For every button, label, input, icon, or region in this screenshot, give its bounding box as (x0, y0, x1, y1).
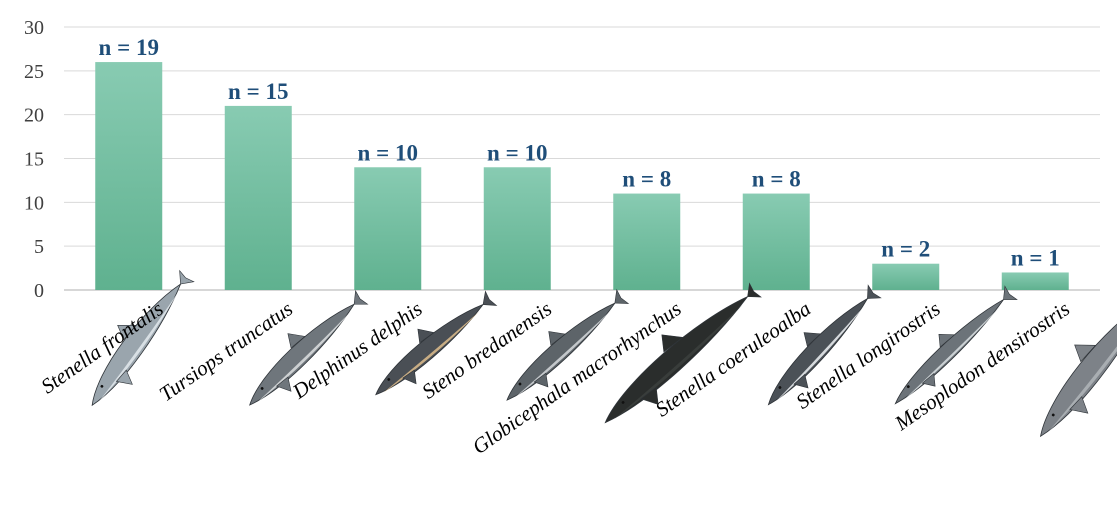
bar-data-label: n = 2 (881, 237, 930, 262)
bar (95, 62, 163, 290)
y-tick-label: 15 (24, 149, 44, 171)
bars (95, 62, 1069, 291)
bottlenose-dolphin-icon (249, 289, 369, 406)
bar-data-label: n = 8 (752, 167, 801, 192)
bar-data-label: n = 1 (1011, 245, 1060, 270)
bar-data-label: n = 19 (99, 35, 159, 60)
atlantic-spotted-dolphin-icon (91, 269, 195, 407)
striped-dolphin-icon (767, 284, 882, 406)
beaked-whale-icon (1039, 297, 1117, 438)
y-axis: 0 5 10 15 20 25 30 (24, 17, 44, 302)
pilot-whale-icon (604, 282, 762, 424)
bar (354, 167, 422, 290)
bar-data-label: n = 15 (228, 79, 288, 104)
bar (872, 263, 940, 290)
bar (483, 167, 551, 290)
bar-data-label: n = 10 (487, 140, 547, 165)
rough-toothed-dolphin-icon (506, 288, 630, 401)
bar (224, 105, 292, 291)
y-tick-label: 30 (24, 17, 44, 39)
y-tick-label: 20 (24, 105, 44, 127)
bar-data-label: n = 8 (622, 167, 671, 192)
bar (613, 193, 681, 290)
species-illustrations (91, 269, 1117, 438)
x-tick-label: Tursiops truncatus (155, 296, 297, 406)
data-labels: n = 19 n = 15 n = 10 n = 10 n = 8 n = 8 n = 2 n… (99, 35, 1060, 270)
common-dolphin-icon (375, 290, 498, 396)
bar (742, 193, 810, 290)
spinner-dolphin-icon (894, 285, 1018, 405)
y-tick-label: 25 (24, 61, 44, 83)
y-tick-label: 10 (24, 192, 44, 214)
bar (1001, 272, 1069, 290)
y-tick-label: 0 (34, 280, 44, 302)
gridlines (64, 26, 1100, 291)
y-tick-label: 5 (34, 236, 44, 258)
bar-data-label: n = 10 (358, 140, 418, 165)
